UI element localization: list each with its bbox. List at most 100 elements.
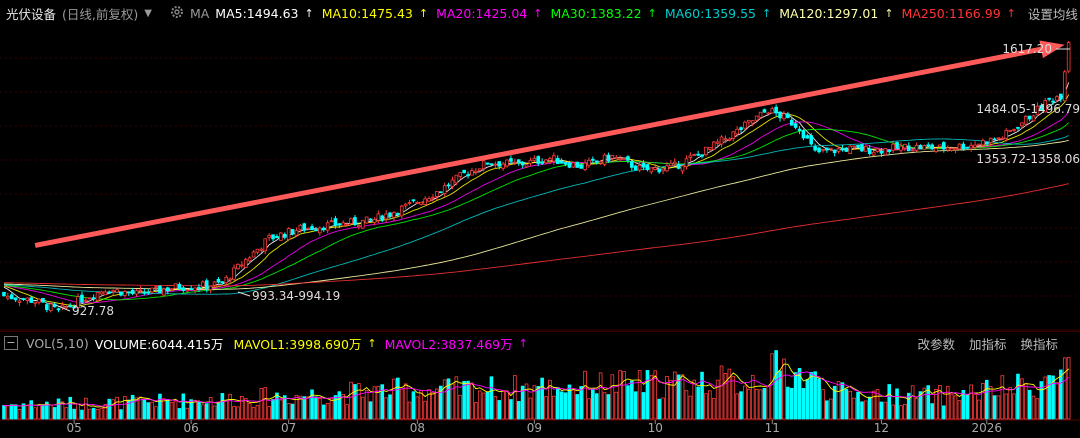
candle-body [875,148,880,152]
candle [263,238,268,255]
candle-body [832,149,837,154]
edit-params-button[interactable]: 改参数 [917,336,955,352]
candle [341,220,346,227]
candle-body [711,141,716,150]
candle-body [193,287,197,291]
volume-bar [477,390,482,420]
candle [825,147,829,153]
collapse-icon[interactable]: − [4,336,18,350]
volume-bar [988,386,993,420]
chevron-down-icon[interactable]: ▼ [144,7,152,19]
volume-bar [887,384,892,420]
volume-bar [329,397,334,420]
volume-bar [2,405,6,420]
volume-bar [641,392,646,420]
candle [232,264,236,281]
candle-body [154,286,158,288]
candle [809,133,814,146]
candle-body [895,142,899,149]
candle-body [236,263,240,270]
candle-body [477,168,482,171]
volume-bar [817,378,821,420]
volume-bar [341,394,346,420]
volume-bar [973,394,977,420]
candle [840,144,845,152]
candle-body [676,164,681,169]
candle-body [957,143,962,150]
volume-bar [918,391,923,420]
candle [758,111,763,119]
candle-body [528,159,533,164]
ma-settings-button[interactable]: 设置均线 [1027,6,1078,22]
candle [123,289,127,298]
volume-bar [29,400,34,420]
candle [1062,69,1067,102]
candle-body [224,276,229,283]
candle-body [201,281,205,288]
candle-body [255,248,260,253]
candle [243,257,248,269]
candle-body [536,156,541,164]
volume-bar [423,400,427,420]
ma-value-0: MA5:1494.63 [215,5,299,21]
candle-body [700,154,704,157]
candle-body [1020,122,1024,127]
mavol2-value: MAVOL2:3837.469万 [384,336,513,352]
candle-body [419,201,424,205]
candle-body [684,158,689,168]
candle [591,156,595,163]
candle [821,148,825,153]
min-price-label: 927.78 [72,304,114,318]
candle-body [520,162,525,166]
candle-body [949,148,954,151]
volume-bar [337,391,342,420]
candle-body [864,145,868,152]
candle-body [87,297,92,300]
volume-bar [267,406,271,420]
volume-bar [95,408,100,420]
candle [762,108,767,113]
candle-body [466,174,470,177]
candle-body [189,288,193,291]
candle-body [115,289,119,293]
candle [922,144,927,150]
candle [286,227,291,240]
candle [739,126,743,134]
candle [419,201,424,206]
add-indicator-button[interactable]: 加指标 [968,336,1007,352]
volume-bar [181,393,186,420]
candle-body [458,172,463,177]
candle [926,142,931,148]
volume-bar [813,371,817,420]
candle [614,155,619,159]
volume-bar [910,385,915,420]
candle [282,232,287,240]
candle [977,143,981,146]
volume-bar [567,384,572,420]
candle-body [856,144,860,148]
switch-indicator-button[interactable]: 换指标 [1020,336,1058,352]
volume-bar [532,385,537,420]
volume-bar [279,399,283,420]
candle [442,182,447,197]
volume-bar [1027,389,1032,420]
candle [665,162,669,173]
ma-legend-bar: 光伏设备 (日线,前复权) ▼ MA MA5:1494.63 ↑ MA10:1475… [0,2,1080,24]
candle [423,196,427,206]
candle [743,120,747,131]
volume-bar [294,394,299,420]
candle [805,133,810,139]
volume-bar [739,391,743,420]
candle-body [442,185,447,194]
candle-body [84,299,88,302]
candle-body [782,113,786,120]
candle-body [2,291,6,297]
candle-body [844,147,849,152]
volume-bar [497,400,502,420]
gear-icon[interactable] [170,5,184,22]
ma-arrow-2: ↑ [533,6,543,20]
candle [9,292,14,300]
volume-bar [977,399,981,420]
index-name: 光伏设备 [6,6,57,22]
